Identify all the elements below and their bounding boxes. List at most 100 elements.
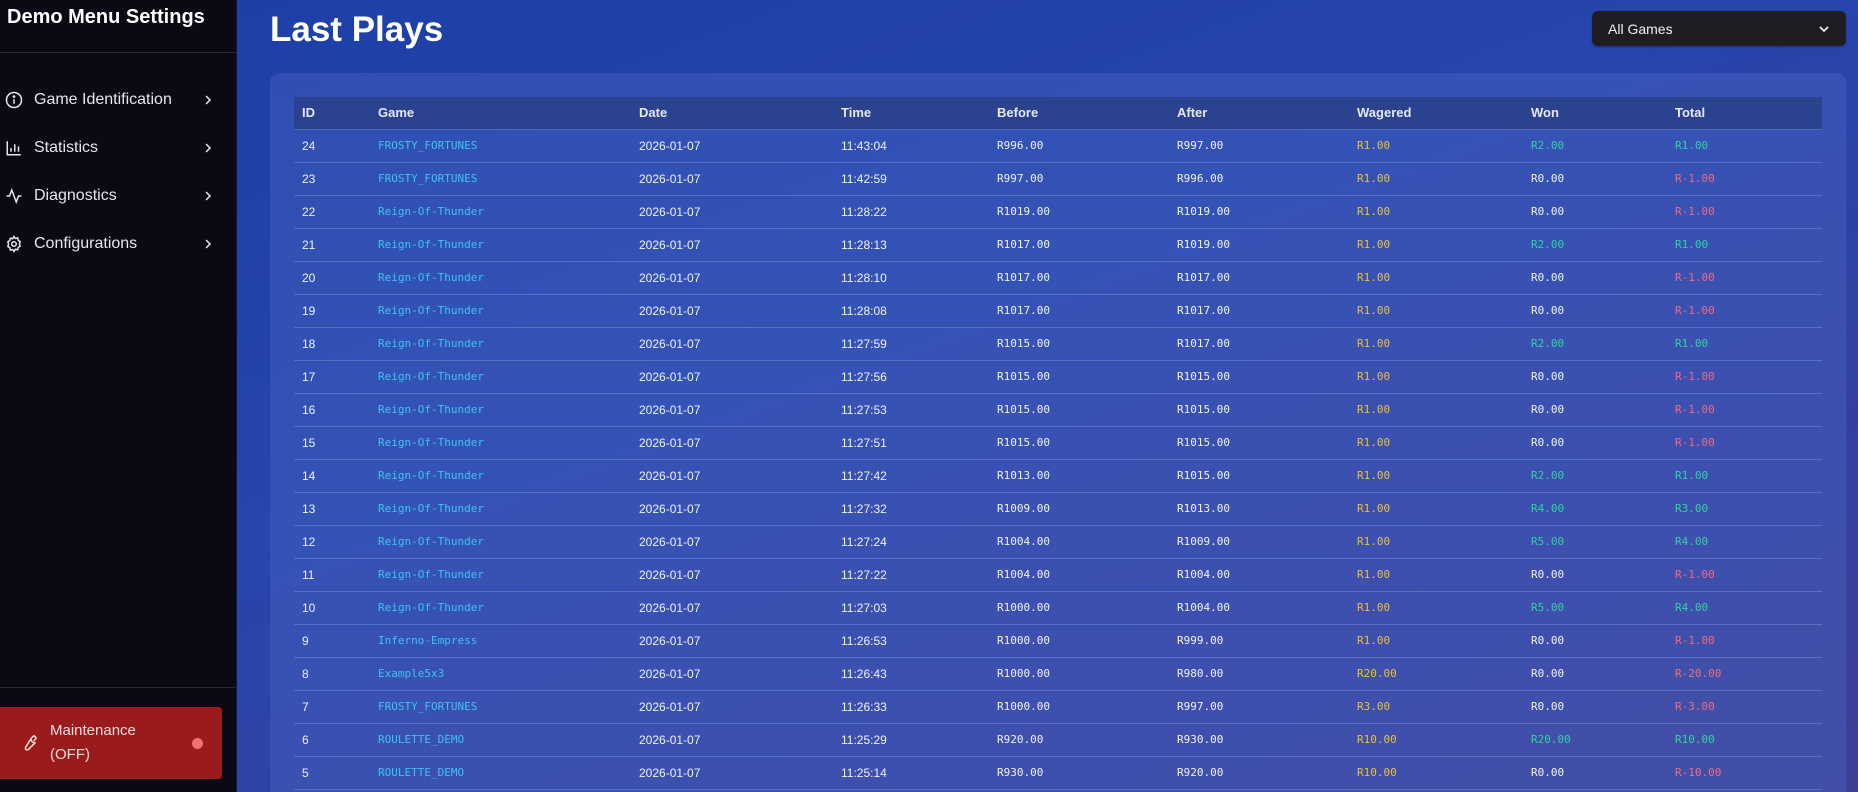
table-row[interactable]: 22 Reign-Of-Thunder 2026-01-07 11:28:22 R101… — [294, 195, 1822, 229]
column-header-wagered[interactable]: Wagered — [1349, 97, 1523, 130]
sidebar-item-statistics[interactable]: Statistics — [0, 124, 236, 172]
cell-game[interactable]: Reign-Of-Thunder — [370, 327, 631, 361]
column-header-total[interactable]: Total — [1667, 97, 1822, 130]
table-row[interactable]: 21 Reign-Of-Thunder 2026-01-07 11:28:13 R101… — [294, 228, 1822, 262]
cell-total: R-1.00 — [1667, 360, 1822, 394]
cell-game[interactable]: Reign-Of-Thunder — [370, 459, 631, 493]
cell-wagered: R1.00 — [1349, 624, 1523, 658]
cell-id: 12 — [294, 525, 370, 559]
bar-chart-icon — [4, 138, 24, 158]
cell-total: R-10.00 — [1667, 756, 1822, 790]
cell-won: R0.00 — [1523, 294, 1667, 328]
cell-total: R1.00 — [1667, 228, 1822, 262]
table-row[interactable]: 16 Reign-Of-Thunder 2026-01-07 11:27:53 R101… — [294, 393, 1822, 427]
cell-id: 14 — [294, 459, 370, 493]
column-header-game[interactable]: Game — [370, 97, 631, 130]
cell-date: 2026-01-07 — [631, 426, 833, 460]
cell-before: R1017.00 — [989, 294, 1169, 328]
cell-total: R-1.00 — [1667, 393, 1822, 427]
table-row[interactable]: 13 Reign-Of-Thunder 2026-01-07 11:27:32 R100… — [294, 492, 1822, 526]
cell-total: R-20.00 — [1667, 657, 1822, 691]
column-header-before[interactable]: Before — [989, 97, 1169, 130]
cell-won: R0.00 — [1523, 360, 1667, 394]
sidebar: Demo Menu Settings Game Identification S… — [0, 0, 237, 792]
column-header-won[interactable]: Won — [1523, 97, 1667, 130]
cell-game[interactable]: FROSTY_FORTUNES — [370, 129, 631, 163]
cell-game[interactable]: ROULETTE_DEMO — [370, 756, 631, 790]
cell-wagered: R1.00 — [1349, 558, 1523, 592]
cell-before: R1017.00 — [989, 228, 1169, 262]
column-header-after[interactable]: After — [1169, 97, 1349, 130]
cell-id: 11 — [294, 558, 370, 592]
table-body: 24 FROSTY_FORTUNES 2026-01-07 11:43:04 R996.… — [294, 129, 1822, 790]
cell-before: R1019.00 — [989, 195, 1169, 229]
cell-game[interactable]: Reign-Of-Thunder — [370, 591, 631, 625]
cell-after: R1019.00 — [1169, 195, 1349, 229]
cell-date: 2026-01-07 — [631, 162, 833, 196]
cell-game[interactable]: Reign-Of-Thunder — [370, 228, 631, 262]
sidebar-item-configurations[interactable]: Configurations — [0, 220, 236, 268]
cell-game[interactable]: Reign-Of-Thunder — [370, 195, 631, 229]
chevron-right-icon — [202, 142, 214, 154]
column-header-time[interactable]: Time — [833, 97, 989, 130]
table-row[interactable]: 10 Reign-Of-Thunder 2026-01-07 11:27:03 R100… — [294, 591, 1822, 625]
game-filter-select[interactable]: All Games — [1592, 11, 1846, 46]
cell-won: R0.00 — [1523, 657, 1667, 691]
cell-game[interactable]: Reign-Of-Thunder — [370, 558, 631, 592]
cell-game[interactable]: Reign-Of-Thunder — [370, 492, 631, 526]
cell-game[interactable]: Inferno-Empress — [370, 624, 631, 658]
cell-before: R1004.00 — [989, 558, 1169, 592]
cell-game[interactable]: Reign-Of-Thunder — [370, 525, 631, 559]
table-row[interactable]: 6 ROULETTE_DEMO 2026-01-07 11:25:29 R920.00 R… — [294, 723, 1822, 757]
cell-time: 11:25:14 — [833, 756, 989, 790]
cell-id: 8 — [294, 657, 370, 691]
cell-game[interactable]: FROSTY_FORTUNES — [370, 162, 631, 196]
cell-after: R1015.00 — [1169, 426, 1349, 460]
cell-game[interactable]: Reign-Of-Thunder — [370, 393, 631, 427]
cell-date: 2026-01-07 — [631, 657, 833, 691]
cell-total: R10.00 — [1667, 723, 1822, 757]
cell-before: R1015.00 — [989, 393, 1169, 427]
wrench-icon — [18, 732, 40, 754]
cell-won: R0.00 — [1523, 624, 1667, 658]
column-header-id[interactable]: ID — [294, 97, 370, 130]
cell-id: 9 — [294, 624, 370, 658]
table-row[interactable]: 18 Reign-Of-Thunder 2026-01-07 11:27:59 R101… — [294, 327, 1822, 361]
table-row[interactable]: 8 Example5x3 2026-01-07 11:26:43 R1000.00 R98… — [294, 657, 1822, 691]
cell-total: R4.00 — [1667, 591, 1822, 625]
cell-game[interactable]: Example5x3 — [370, 657, 631, 691]
cell-date: 2026-01-07 — [631, 558, 833, 592]
cell-game[interactable]: Reign-Of-Thunder — [370, 426, 631, 460]
table-row[interactable]: 17 Reign-Of-Thunder 2026-01-07 11:27:56 R101… — [294, 360, 1822, 394]
table-row[interactable]: 7 FROSTY_FORTUNES 2026-01-07 11:26:33 R1000.… — [294, 690, 1822, 724]
table-row[interactable]: 24 FROSTY_FORTUNES 2026-01-07 11:43:04 R996.… — [294, 129, 1822, 163]
maintenance-label: Maintenance (OFF) — [50, 722, 136, 763]
table-row[interactable]: 15 Reign-Of-Thunder 2026-01-07 11:27:51 R101… — [294, 426, 1822, 460]
table-row[interactable]: 23 FROSTY_FORTUNES 2026-01-07 11:42:59 R997.… — [294, 162, 1822, 196]
table-row[interactable]: 11 Reign-Of-Thunder 2026-01-07 11:27:22 R100… — [294, 558, 1822, 592]
maintenance-toggle-button[interactable]: Maintenance (OFF) — [0, 707, 222, 779]
column-header-date[interactable]: Date — [631, 97, 833, 130]
last-plays-table: ID Game Date Time Before After Wagered Won Total… — [294, 97, 1822, 790]
cell-game[interactable]: ROULETTE_DEMO — [370, 723, 631, 757]
cell-won: R2.00 — [1523, 327, 1667, 361]
sidebar-item-game-identification[interactable]: Game Identification — [0, 76, 236, 124]
sidebar-nav: Game Identification Statistics Diagnosti… — [0, 76, 236, 268]
sidebar-item-diagnostics[interactable]: Diagnostics — [0, 172, 236, 220]
table-row[interactable]: 19 Reign-Of-Thunder 2026-01-07 11:28:08 R101… — [294, 294, 1822, 328]
sidebar-item-label: Diagnostics — [34, 187, 117, 204]
table-row[interactable]: 5 ROULETTE_DEMO 2026-01-07 11:25:14 R930.00 R… — [294, 756, 1822, 790]
table-row[interactable]: 12 Reign-Of-Thunder 2026-01-07 11:27:24 R100… — [294, 525, 1822, 559]
cell-date: 2026-01-07 — [631, 261, 833, 295]
table-row[interactable]: 14 Reign-Of-Thunder 2026-01-07 11:27:42 R101… — [294, 459, 1822, 493]
table-row[interactable]: 20 Reign-Of-Thunder 2026-01-07 11:28:10 R101… — [294, 261, 1822, 295]
cell-time: 11:27:56 — [833, 360, 989, 394]
cell-time: 11:27:59 — [833, 327, 989, 361]
sidebar-item-label: Configurations — [34, 235, 138, 252]
cell-game[interactable]: Reign-Of-Thunder — [370, 294, 631, 328]
cell-game[interactable]: Reign-Of-Thunder — [370, 261, 631, 295]
cell-game[interactable]: Reign-Of-Thunder — [370, 360, 631, 394]
table-row[interactable]: 9 Inferno-Empress 2026-01-07 11:26:53 R1000.… — [294, 624, 1822, 658]
gear-icon — [4, 234, 24, 254]
cell-game[interactable]: FROSTY_FORTUNES — [370, 690, 631, 724]
